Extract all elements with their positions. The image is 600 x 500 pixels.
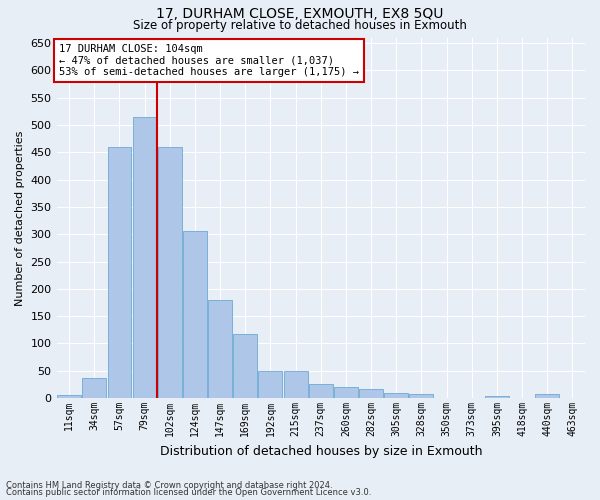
Bar: [409, 394, 433, 398]
Bar: [183, 232, 207, 398]
Bar: [133, 116, 157, 398]
Bar: [535, 394, 559, 398]
Bar: [107, 148, 131, 398]
Bar: [233, 334, 257, 398]
X-axis label: Distribution of detached houses by size in Exmouth: Distribution of detached houses by size …: [160, 444, 482, 458]
Text: Contains public sector information licensed under the Open Government Licence v3: Contains public sector information licen…: [6, 488, 371, 497]
Text: 17 DURHAM CLOSE: 104sqm
← 47% of detached houses are smaller (1,037)
53% of semi: 17 DURHAM CLOSE: 104sqm ← 47% of detache…: [59, 44, 359, 78]
Bar: [158, 148, 182, 398]
Y-axis label: Number of detached properties: Number of detached properties: [15, 130, 25, 306]
Bar: [208, 300, 232, 398]
Bar: [334, 387, 358, 398]
Bar: [284, 371, 308, 398]
Bar: [485, 396, 509, 398]
Text: Contains HM Land Registry data © Crown copyright and database right 2024.: Contains HM Land Registry data © Crown c…: [6, 480, 332, 490]
Text: Size of property relative to detached houses in Exmouth: Size of property relative to detached ho…: [133, 18, 467, 32]
Bar: [385, 392, 408, 398]
Bar: [359, 390, 383, 398]
Bar: [309, 384, 333, 398]
Text: 17, DURHAM CLOSE, EXMOUTH, EX8 5QU: 17, DURHAM CLOSE, EXMOUTH, EX8 5QU: [157, 8, 443, 22]
Bar: [259, 371, 283, 398]
Bar: [57, 396, 81, 398]
Bar: [82, 378, 106, 398]
